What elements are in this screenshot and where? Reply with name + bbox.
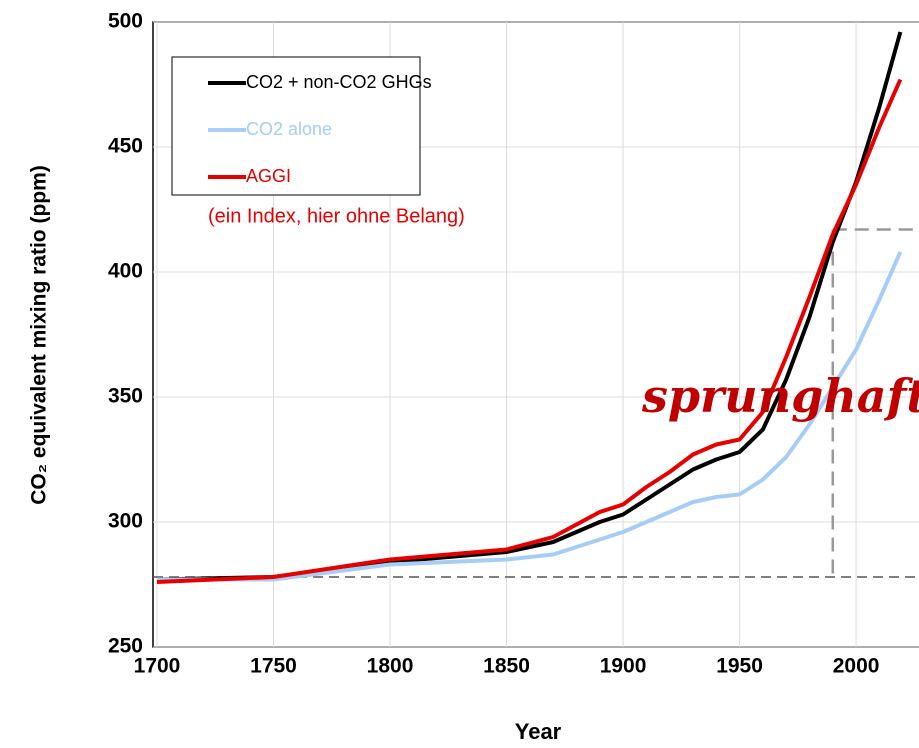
series-line <box>156 78 903 584</box>
x-tick-label: 1950 <box>716 655 763 678</box>
legend-label: CO2 + non-CO2 GHGs <box>246 72 432 92</box>
y-tick-label: 450 <box>108 135 143 158</box>
y-tick-label: 400 <box>108 260 143 283</box>
legend-note: (ein Index, hier ohne Belang) <box>208 205 465 227</box>
y-tick-label: 500 <box>108 10 143 33</box>
x-axis-label: Year <box>515 719 562 744</box>
x-tick-label: 1900 <box>600 655 647 678</box>
y-axis-label: CO₂ equivalent mixing ratio (ppm) <box>28 165 51 505</box>
y-tick-label: 350 <box>108 385 143 408</box>
annotation: sprunghaft <box>641 369 919 423</box>
x-tick-label: 2000 <box>833 655 880 678</box>
legend-label: AGGI <box>246 166 291 186</box>
series-line <box>157 251 903 582</box>
x-tick-label: 1750 <box>250 655 297 678</box>
series-line <box>156 31 903 582</box>
x-tick-label: 1850 <box>483 655 530 678</box>
legend-box <box>171 56 421 196</box>
x-tick-label: 1700 <box>134 655 181 678</box>
y-tick-label: 300 <box>108 510 143 533</box>
y-tick-label: 250 <box>108 635 143 658</box>
legend-label: CO2 alone <box>246 119 332 139</box>
x-tick-label: 1800 <box>367 655 414 678</box>
